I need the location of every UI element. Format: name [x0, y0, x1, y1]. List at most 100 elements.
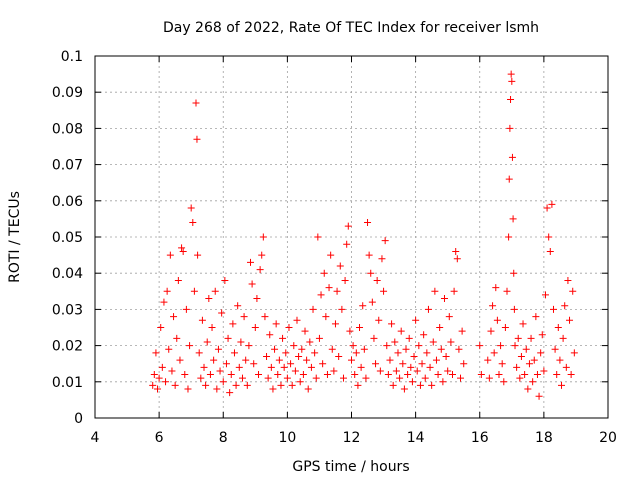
data-point	[378, 255, 386, 263]
data-point	[510, 269, 518, 277]
data-point	[367, 269, 375, 277]
data-point	[174, 276, 182, 284]
data-point	[259, 233, 267, 241]
data-point	[538, 331, 546, 339]
data-point	[352, 349, 360, 357]
data-point	[376, 367, 384, 375]
data-point	[237, 338, 245, 346]
data-point	[331, 320, 339, 328]
data-point	[299, 371, 307, 379]
data-point	[168, 367, 176, 375]
y-tick-label: 0.05	[52, 230, 83, 246]
data-point	[293, 316, 301, 324]
data-point	[251, 324, 259, 331]
data-point	[255, 371, 263, 379]
data-point	[381, 237, 389, 245]
data-point	[368, 298, 376, 306]
data-point	[450, 287, 458, 295]
data-point	[495, 371, 503, 379]
data-point	[261, 313, 269, 321]
data-point	[380, 287, 388, 295]
data-point	[500, 378, 508, 386]
data-point	[476, 342, 484, 350]
data-point	[203, 338, 211, 346]
data-point	[178, 244, 186, 252]
data-point	[570, 349, 578, 357]
data-point	[230, 349, 238, 357]
data-point	[222, 360, 230, 368]
data-point	[505, 233, 513, 241]
data-point	[184, 385, 192, 393]
data-point	[407, 363, 415, 371]
data-point	[163, 287, 171, 295]
data-point	[399, 360, 407, 368]
data-point	[272, 320, 280, 328]
data-point	[415, 342, 423, 350]
data-point	[290, 342, 298, 350]
data-point	[242, 356, 250, 364]
data-point	[206, 371, 214, 379]
data-point	[356, 324, 364, 331]
data-point	[530, 356, 538, 364]
data-point	[283, 374, 291, 382]
data-point	[150, 371, 158, 379]
data-point	[525, 360, 533, 368]
data-point	[397, 327, 405, 335]
data-point	[275, 356, 283, 364]
data-point	[511, 342, 519, 350]
data-point	[421, 374, 429, 382]
data-point	[548, 200, 556, 208]
data-point	[529, 378, 537, 386]
data-point	[205, 295, 213, 303]
data-point	[160, 298, 168, 306]
data-point	[155, 374, 163, 382]
y-tick-label: 0.1	[61, 49, 83, 65]
data-point	[232, 381, 240, 389]
data-point	[279, 334, 287, 342]
data-point	[535, 392, 543, 400]
data-point	[320, 269, 328, 277]
data-point	[189, 219, 197, 227]
data-point	[266, 331, 274, 339]
data-point	[444, 367, 452, 375]
data-point	[182, 305, 190, 313]
data-point	[559, 334, 567, 342]
data-point	[569, 287, 577, 295]
data-point	[370, 334, 378, 342]
data-point	[298, 345, 306, 353]
data-point	[179, 247, 187, 255]
data-point	[154, 385, 162, 393]
x-axis-label: GPS time / hours	[292, 459, 409, 475]
data-point	[420, 331, 428, 339]
data-point	[432, 356, 440, 364]
data-point	[216, 367, 224, 375]
data-point	[309, 305, 317, 313]
data-point	[181, 371, 189, 379]
data-point	[458, 327, 466, 335]
data-point	[540, 367, 548, 375]
data-point	[343, 240, 351, 248]
data-point	[319, 360, 327, 368]
data-point	[360, 345, 368, 353]
data-point	[240, 313, 248, 321]
data-point	[311, 349, 319, 357]
data-point	[317, 291, 325, 299]
data-point	[493, 316, 501, 324]
data-point	[202, 381, 210, 389]
data-point	[362, 374, 370, 382]
data-point	[193, 135, 201, 143]
data-point	[364, 219, 372, 227]
y-tick-label: 0.04	[52, 266, 83, 282]
data-point	[503, 287, 511, 295]
chart-title: Day 268 of 2022, Rate Of TEC Index for r…	[163, 20, 539, 36]
data-point	[516, 374, 524, 382]
data-point	[306, 338, 314, 346]
data-point	[389, 381, 397, 389]
data-point	[263, 352, 271, 360]
data-point	[410, 352, 418, 360]
data-point	[192, 99, 200, 107]
data-point	[213, 385, 221, 393]
data-point	[564, 276, 572, 284]
data-point	[440, 295, 448, 303]
data-point	[447, 338, 455, 346]
